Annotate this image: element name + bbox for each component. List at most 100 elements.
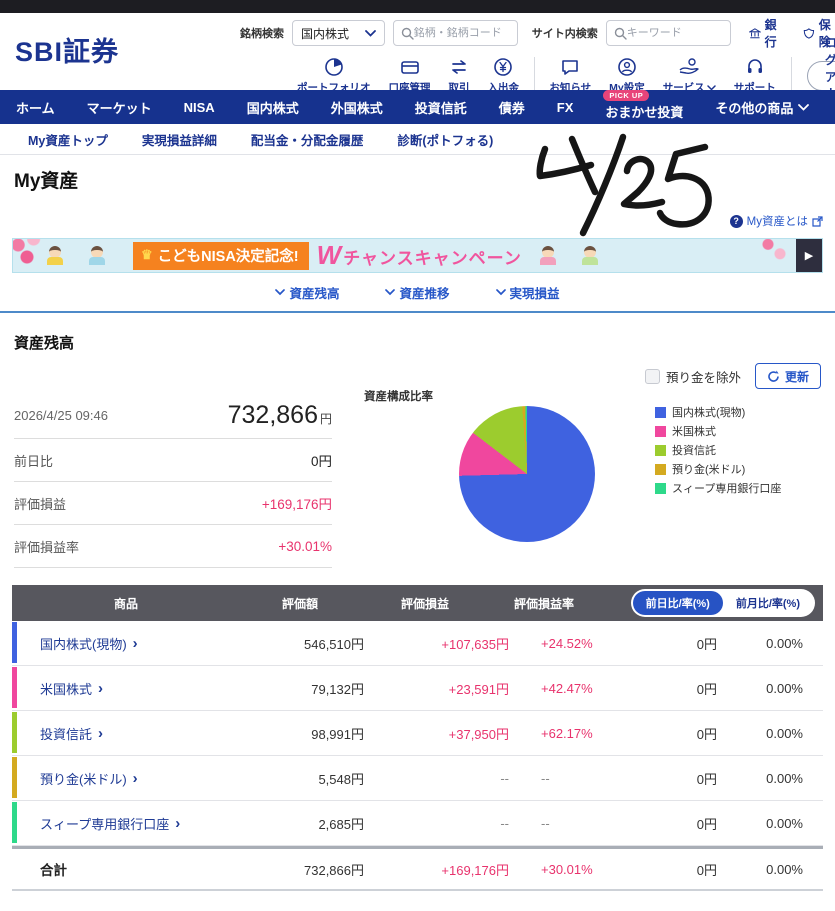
product-link[interactable]: 預り金(米ドル) › — [12, 769, 252, 788]
refresh-label: 更新 — [784, 369, 809, 384]
exclude-deposit-checkbox[interactable]: 預り金を除外 — [644, 367, 741, 386]
pie-chart-icon — [324, 58, 343, 76]
campaign-banner[interactable]: ♛ こどもNISA決定記念! W チャンスキャンペーン ▶ — [12, 238, 823, 273]
nav-home[interactable]: ホーム — [16, 100, 55, 116]
nav-bonds[interactable]: 債券 — [498, 100, 525, 116]
menu-services[interactable]: サービス — [654, 53, 725, 95]
cell-pl-rate: -- — [541, 770, 550, 786]
col-header-pl-rate: 評価損益率 — [513, 596, 574, 611]
bank-link[interactable]: 銀行 — [748, 16, 785, 50]
logout-button[interactable]: ログアウト — [807, 36, 835, 118]
product-name: スィープ専用銀行口座 — [40, 816, 170, 832]
nav-market[interactable]: マーケット — [86, 100, 152, 116]
legend-label: 国内株式(現物) — [672, 407, 746, 419]
site-header: SBI証券 銘柄検索 国内株式 サイト内検索 銀行 保険 — [0, 13, 835, 118]
product-link[interactable]: 投資信託 › — [12, 724, 252, 743]
nav-funds[interactable]: 投資信託 — [414, 100, 467, 116]
subnav-dividends[interactable]: 配当金・分配金履歴 — [250, 133, 364, 148]
product-name: 米国株式 — [40, 681, 93, 697]
site-search-input[interactable] — [626, 27, 723, 39]
menu-support[interactable]: サポート — [725, 53, 785, 95]
menu-trade[interactable]: 取引 — [440, 53, 479, 95]
nav-other-products[interactable]: その他の商品 — [699, 90, 825, 124]
banner-play-button[interactable]: ▶ — [796, 239, 822, 272]
stock-search-label: 銘柄検索 — [240, 28, 284, 40]
cell-pl: +37,950円 — [448, 726, 509, 742]
checkbox-unchecked[interactable] — [644, 368, 660, 384]
tab-asset-balance[interactable]: 資産残高 — [275, 283, 339, 302]
legend-swatch — [655, 406, 666, 418]
product-name: 預り金(米ドル) — [40, 771, 127, 787]
subnav-myasset-top[interactable]: My資産トップ — [28, 133, 108, 148]
category-select[interactable]: 国内株式 — [292, 20, 385, 46]
menu-deposit[interactable]: 入出金 — [479, 53, 529, 95]
tab-realized-pl[interactable]: 実現損益 — [495, 283, 560, 302]
subnav-diagnosis[interactable]: 診断(ポトフォる) — [397, 133, 494, 148]
legend-swatch — [655, 444, 666, 456]
product-link[interactable]: 米国株式 › — [12, 679, 252, 698]
table-row-domestic-stock: 国内株式(現物) › 546,510円 +107,635円 +24.52% 0円 … — [12, 621, 823, 666]
product-link[interactable]: スィープ専用銀行口座 › — [12, 814, 252, 833]
cell-value: 98,991円 — [311, 726, 364, 742]
tab-realized-pl-label: 実現損益 — [509, 287, 560, 301]
day-change-label: 前日比 — [14, 453, 54, 469]
cell-pl-rate: -- — [541, 815, 550, 831]
insurance-link[interactable]: 保険 — [803, 16, 835, 50]
kid-illustration — [89, 246, 105, 265]
nav-foreign-stock[interactable]: 外国株式 — [330, 100, 383, 116]
yen-circle-icon — [494, 58, 513, 76]
toggle-day-change[interactable]: 前日比/率(%) — [632, 591, 723, 615]
nav-fx[interactable]: FX — [556, 99, 574, 115]
cell-value: 79,132円 — [311, 681, 364, 697]
cell-pl: +23,591円 — [448, 681, 509, 697]
tab-asset-balance-label: 資産残高 — [289, 287, 340, 301]
pl-value: +169,176円 — [261, 497, 332, 512]
subnav-realized-pl[interactable]: 実現損益詳細 — [141, 133, 217, 148]
nav-omakase[interactable]: PICK UP おまかせ投資 — [589, 90, 699, 124]
chevron-right-icon: › — [132, 769, 138, 787]
menu-settings[interactable]: My設定 — [600, 53, 654, 95]
legend-item: スィープ専用銀行口座 — [655, 480, 781, 496]
product-link[interactable]: 国内株式(現物) › — [12, 634, 252, 653]
balance-timestamp: 2026/4/25 09:46 — [14, 408, 108, 423]
legend-label: 預り金(米ドル) — [672, 464, 746, 476]
speech-bubble-icon — [562, 60, 579, 75]
cell-month-change: 0.00% — [766, 635, 803, 651]
cell-month-change: 0.00% — [766, 770, 803, 786]
summary-total-row: 2026/4/25 09:46 732,866 円 — [14, 393, 332, 439]
browser-top-strip — [0, 0, 835, 13]
menu-portfolio[interactable]: ポートフォリオ — [288, 53, 380, 95]
site-search-box — [605, 20, 731, 46]
asset-table: 商品 評価額 評価損益 評価損益率 前日比/率(%) 前月比/率(%) 国内株式… — [12, 585, 823, 891]
cell-value: 2,685円 — [318, 816, 364, 832]
person-circle-icon — [618, 58, 636, 76]
sbi-logo[interactable]: SBI証券 — [15, 30, 119, 69]
nav-other-label: その他の商品 — [715, 100, 794, 116]
cell-pl: -- — [500, 770, 509, 786]
menu-notice[interactable]: お知らせ — [540, 53, 600, 95]
cell-month-change: 0.00% — [766, 861, 803, 877]
refresh-button[interactable]: 更新 — [754, 363, 821, 389]
kid-illustration — [47, 246, 63, 265]
transfer-arrows-icon — [452, 60, 466, 74]
nav-omakase-label: おまかせ投資 — [605, 104, 684, 120]
banner-badge: ♛ こどもNISA決定記念! — [133, 241, 309, 270]
page-title: My資産 — [14, 171, 79, 192]
kid-illustration — [581, 246, 598, 265]
pl-rate-label: 評価損益率 — [14, 539, 80, 555]
nav-domestic-stock[interactable]: 国内株式 — [246, 100, 299, 116]
toggle-month-change[interactable]: 前月比/率(%) — [722, 591, 813, 615]
summary-row-day-change: 前日比 0円 — [14, 439, 332, 482]
sub-nav: My資産トップ 実現損益詳細 配当金・分配金履歴 診断(ポトフォる) — [0, 124, 835, 155]
cell-value: 732,866円 — [304, 862, 364, 878]
myasset-help-link[interactable]: ? My資産とは — [729, 213, 823, 229]
legend-item: 米国株式 — [655, 423, 781, 439]
chevron-down-icon — [798, 103, 810, 111]
menu-account[interactable]: 口座管理 — [380, 53, 440, 95]
cell-day-change: 0円 — [696, 681, 717, 697]
nav-nisa[interactable]: NISA — [183, 99, 215, 115]
tab-asset-transition[interactable]: 資産推移 — [385, 283, 450, 302]
banner-badge-text: こどもNISA決定記念! — [157, 248, 299, 265]
stock-search-input[interactable] — [413, 27, 510, 39]
